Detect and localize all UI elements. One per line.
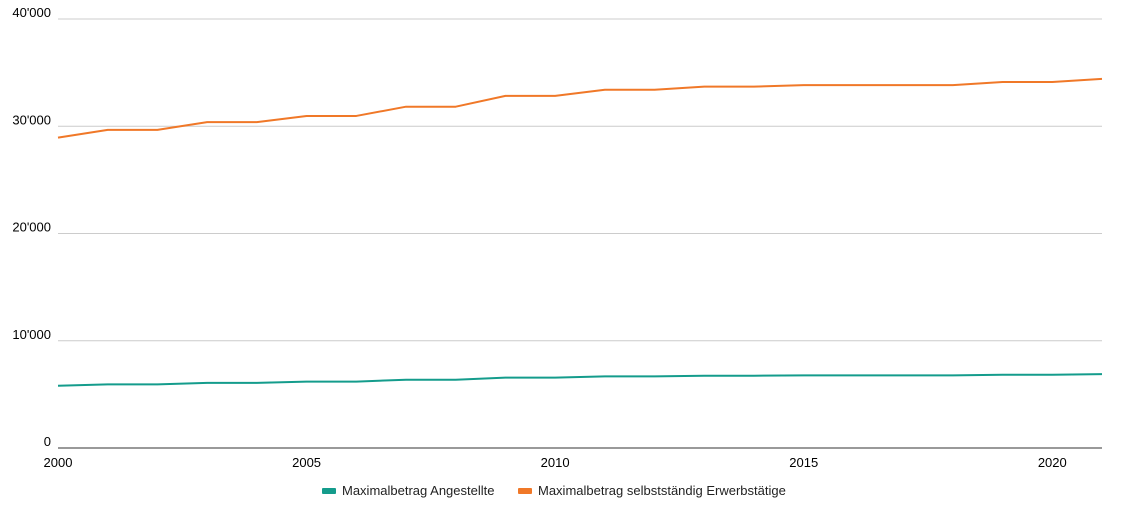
gridlines — [58, 18, 1102, 342]
x-tick-label: 2005 — [292, 455, 321, 470]
series-lines — [57, 77, 1103, 387]
x-tick-label: 2000 — [44, 455, 73, 470]
legend-swatch — [322, 488, 336, 494]
legend-label: Maximalbetrag Angestellte — [342, 483, 494, 498]
legend: Maximalbetrag Angestellte Maximalbetrag s… — [322, 483, 786, 498]
y-tick-label: 20'000 — [12, 220, 51, 235]
series-line-1 — [57, 373, 1103, 387]
y-axis: 0 10'000 20'000 30'000 40'000 — [12, 5, 51, 449]
y-tick-label: 0 — [44, 434, 51, 449]
x-axis: 2000 2005 2010 2015 2020 — [44, 455, 1067, 470]
x-tick-label: 2015 — [789, 455, 818, 470]
y-tick-label: 10'000 — [12, 327, 51, 342]
series-line-2 — [57, 77, 1103, 139]
x-tick-label: 2010 — [541, 455, 570, 470]
legend-swatch — [518, 488, 532, 494]
x-tick-label: 2020 — [1038, 455, 1067, 470]
legend-label: Maximalbetrag selbstständig Erwerbstätig… — [538, 483, 786, 498]
y-tick-label: 30'000 — [12, 112, 51, 127]
y-tick-label: 40'000 — [12, 5, 51, 20]
